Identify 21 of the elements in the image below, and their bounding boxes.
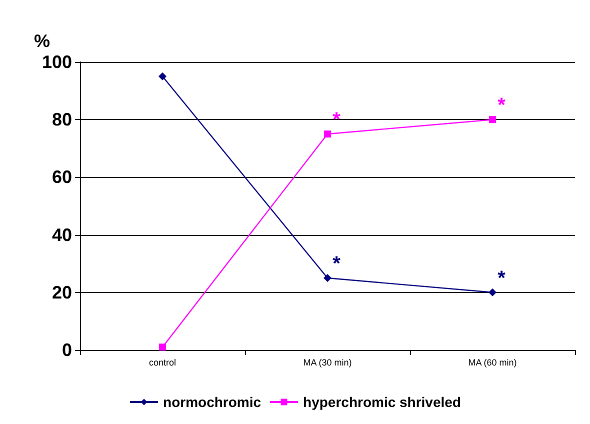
- y-tick-label: 100: [42, 52, 72, 72]
- legend-label: normochromic: [163, 394, 262, 410]
- y-axis-title: %: [34, 31, 50, 51]
- point: [489, 116, 496, 124]
- annotation: *: [498, 267, 506, 290]
- point: [158, 72, 166, 80]
- x-tick-label: MA (30 min): [303, 358, 352, 368]
- annotation: *: [498, 94, 506, 117]
- y-tick-label: 60: [52, 167, 72, 188]
- point: [324, 130, 331, 138]
- y-tick-label: 80: [52, 110, 72, 130]
- legend-label: hyperchromic shriveled: [303, 394, 461, 410]
- y-tick-label: 0: [62, 340, 72, 360]
- y-tick-label: 20: [52, 282, 72, 302]
- x-tick-label: MA (60 min): [468, 358, 517, 368]
- x-tick-label: control: [148, 358, 176, 368]
- point: [159, 344, 166, 351]
- annotation: *: [332, 253, 341, 275]
- point: [324, 274, 332, 282]
- point: [488, 288, 496, 296]
- y-tick-label: 40: [52, 224, 72, 245]
